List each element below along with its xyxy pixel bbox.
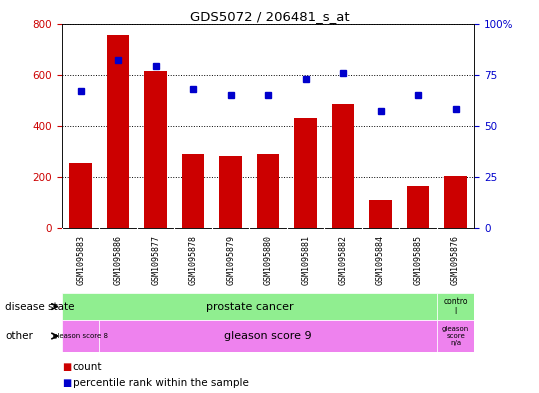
Bar [182, 154, 204, 228]
Bar [444, 176, 467, 228]
Bar [100, 320, 437, 352]
Bar [294, 118, 317, 228]
Bar [332, 104, 354, 228]
Text: GSM1095876: GSM1095876 [451, 235, 460, 285]
Text: ■: ■ [62, 378, 71, 388]
Text: GSM1095878: GSM1095878 [189, 235, 198, 285]
Text: GSM1095881: GSM1095881 [301, 235, 310, 285]
Text: gleason score 9: gleason score 9 [224, 331, 312, 341]
Text: GSM1095879: GSM1095879 [226, 235, 235, 285]
Bar [369, 200, 392, 228]
Bar [219, 156, 242, 228]
Text: GSM1095885: GSM1095885 [413, 235, 423, 285]
Bar [107, 35, 129, 228]
Bar [257, 154, 279, 228]
Text: disease state: disease state [5, 301, 75, 312]
Text: GSM1095886: GSM1095886 [114, 235, 123, 285]
Text: GDS5072 / 206481_s_at: GDS5072 / 206481_s_at [190, 10, 349, 23]
Text: GSM1095883: GSM1095883 [76, 235, 85, 285]
Bar [407, 186, 430, 228]
Text: contro
l: contro l [443, 297, 468, 316]
Text: gleason score 8: gleason score 8 [53, 333, 108, 339]
Text: percentile rank within the sample: percentile rank within the sample [73, 378, 248, 388]
Text: other: other [5, 331, 33, 341]
Bar [144, 71, 167, 228]
Text: gleason
score
n/a: gleason score n/a [442, 326, 469, 346]
Bar [70, 163, 92, 228]
Text: GSM1095880: GSM1095880 [264, 235, 273, 285]
Text: GSM1095877: GSM1095877 [151, 235, 160, 285]
Bar [62, 320, 100, 352]
Bar [437, 320, 474, 352]
Text: count: count [73, 362, 102, 373]
Bar [437, 293, 474, 320]
Text: ■: ■ [62, 362, 71, 373]
Text: prostate cancer: prostate cancer [205, 301, 293, 312]
Text: GSM1095884: GSM1095884 [376, 235, 385, 285]
Text: GSM1095882: GSM1095882 [338, 235, 348, 285]
